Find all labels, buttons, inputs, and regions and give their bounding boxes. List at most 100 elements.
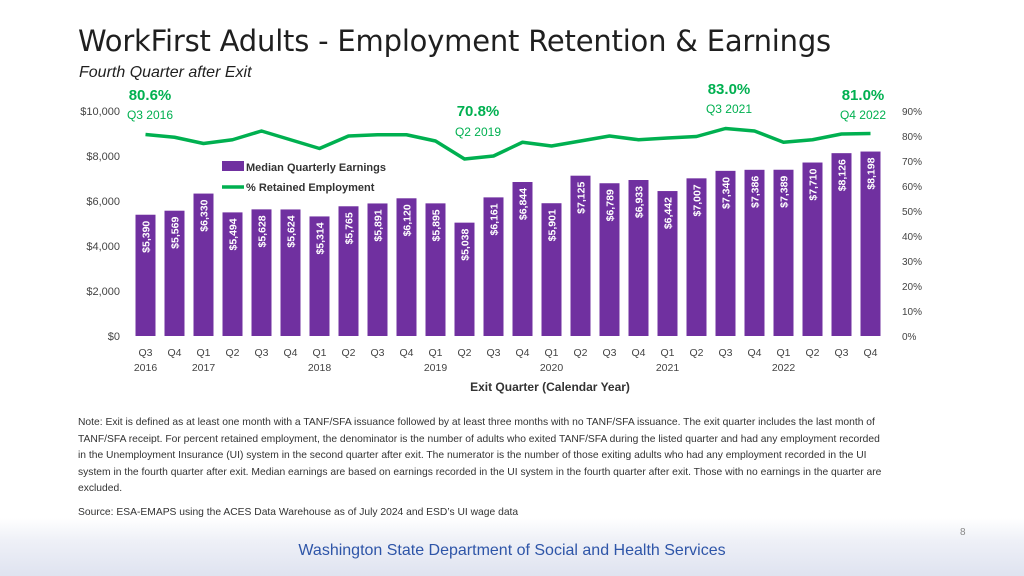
x-axis-year-label: 2019 [424,362,448,374]
x-axis-tick-label: Q2 [457,347,471,359]
x-axis-title: Exit Quarter (Calendar Year) [470,380,630,394]
x-axis-tick-label: Q2 [573,347,587,359]
earnings-bar-label: $6,844 [518,188,530,220]
earnings-bar [744,169,765,336]
earnings-bar [396,198,417,336]
earnings-bar-label: $5,038 [460,228,472,260]
x-axis-tick-label: Q1 [544,347,558,359]
earnings-bar [309,216,330,336]
earnings-bar-label: $7,125 [576,182,588,214]
earnings-bar-label: $6,161 [489,203,501,235]
earnings-bars [135,151,881,336]
x-axis-tick-label: Q3 [834,347,848,359]
x-axis-tick-label: Q4 [167,347,181,359]
earnings-bar-labels: $5,390 $5,569 $6,330 $5,494 $5,628 $5,624 $5,3… [141,157,878,260]
earnings-bar-label: $6,330 [199,199,211,231]
x-axis-ticks: Q3 2016 Q4 Q1 2017 Q2 Q3 Q4 Q1 2018 Q2 Q3 Q4 Q1 2019 Q2… [134,347,878,374]
retention-line [145,126,871,161]
x-axis-tick-label: Q2 [689,347,703,359]
earnings-bar [338,206,359,336]
earnings-bar-label: $6,120 [402,204,414,236]
earnings-bar-label: $5,895 [431,209,443,241]
earnings-bar-label: $5,314 [315,222,327,254]
retention-annotations: 80.6% Q3 2016 70.8% Q2 2019 83.0% Q3 2021 81.0… [127,81,886,139]
right-axis-tick-label: 10% [902,307,922,318]
earnings-bar [164,210,185,336]
earnings-bar [135,214,156,336]
left-axis-tick-label: $8,000 [86,151,120,163]
x-axis-year-label: 2016 [134,362,158,374]
earnings-bar-label: $7,007 [692,184,704,216]
annotation-label: Q3 2016 [127,108,173,122]
earnings-bar [599,183,620,336]
right-axis-ticks: 0% 10% 20% 30% 40% 50% 60% 70% 80% 90% [902,107,922,343]
footer-band [0,518,1024,576]
right-axis-tick-label: 90% [902,107,922,118]
earnings-bar-label: $5,624 [286,215,298,247]
earnings-bar-label: $8,126 [837,159,849,191]
earnings-bar [251,209,272,336]
right-axis-tick-label: 0% [902,332,917,343]
earnings-bar [628,180,649,336]
x-axis-year-label: 2020 [540,362,564,374]
earnings-bar-label: $7,389 [779,176,791,208]
left-axis-ticks: $0 $2,000 $4,000 $6,000 $8,000 $10,000 [80,106,120,343]
earnings-bar [280,209,301,336]
x-axis-year-label: 2022 [772,362,796,374]
annotation-label: Q2 2019 [455,125,501,139]
combo-chart: $0 $2,000 $4,000 $6,000 $8,000 $10,000 0% 10% 2… [80,81,922,374]
right-axis-tick-label: 30% [902,257,922,268]
x-axis-year-label: 2017 [192,362,216,374]
x-axis-tick-label: Q1 [312,347,326,359]
x-axis-tick-label: Q2 [805,347,819,359]
left-axis-tick-label: $10,000 [80,106,120,118]
annotation-value: 83.0% [708,81,751,98]
earnings-bar [831,153,852,336]
earnings-bar-label: $5,901 [547,209,559,241]
x-axis-tick-label: Q1 [776,347,790,359]
earnings-bar [425,203,446,336]
right-axis-tick-label: 80% [902,132,922,143]
earnings-bar-label: $5,569 [170,217,182,249]
x-axis-tick-label: Q3 [486,347,500,359]
earnings-bar-label: $6,442 [663,197,675,229]
earnings-bar-label: $7,340 [721,177,733,209]
x-axis-tick-label: Q2 [341,347,355,359]
x-axis-tick-label: Q4 [515,347,529,359]
earnings-bar [802,162,823,336]
earnings-bar-label: $6,789 [605,189,617,221]
annotation-label: Q4 2022 [840,108,886,122]
right-axis-tick-label: 40% [902,232,922,243]
x-axis-tick-label: Q4 [631,347,645,359]
earnings-bar [512,182,533,336]
page-number: 8 [960,527,966,538]
x-axis-year-label: 2018 [308,362,332,374]
page-subtitle: Fourth Quarter after Exit [79,64,252,81]
x-axis-tick-label: Q4 [863,347,877,359]
x-axis-tick-label: Q3 [370,347,384,359]
left-axis-tick-label: $0 [108,331,120,343]
earnings-bar [715,170,736,336]
legend-bar-swatch [222,161,244,171]
x-axis-tick-label: Q4 [283,347,297,359]
x-axis-year-label: 2021 [656,362,680,374]
earnings-bar-label: $5,494 [228,218,240,250]
x-axis-tick-label: Q1 [196,347,210,359]
x-axis-tick-label: Q1 [428,347,442,359]
x-axis-tick-label: Q4 [747,347,761,359]
legend-line-label: % Retained Employment [246,182,375,194]
x-axis-tick-label: Q3 [718,347,732,359]
earnings-bar [570,175,591,336]
chart-legend: Median Quarterly Earnings % Retained Empl… [222,161,386,194]
x-axis-tick-label: Q3 [138,347,152,359]
earnings-bar-label: $6,933 [634,186,646,218]
right-axis-tick-label: 60% [902,182,922,193]
earnings-bar [367,203,388,336]
earnings-bar-label: $5,765 [344,212,356,244]
right-axis-tick-label: 20% [902,282,922,293]
earnings-bar-label: $8,198 [866,157,878,189]
earnings-bar-label: $7,386 [750,176,762,208]
annotation-label: Q3 2021 [706,102,752,116]
earnings-bar-label: $5,390 [141,221,153,253]
earnings-bar-label: $7,710 [808,168,820,200]
